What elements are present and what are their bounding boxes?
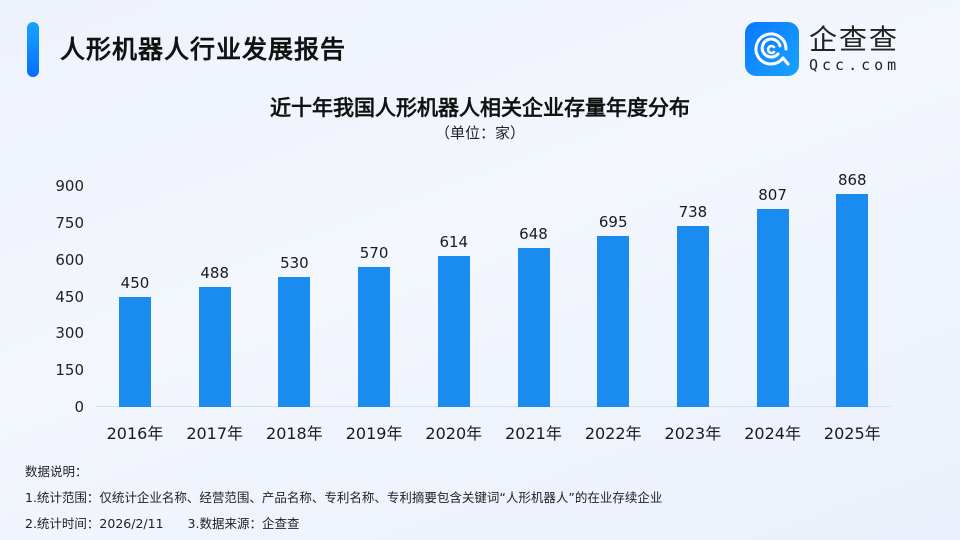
bar xyxy=(278,276,311,407)
y-axis-tick: 600 xyxy=(55,250,84,269)
x-axis-tick: 2025年 xyxy=(823,424,881,443)
data-notes: 数据说明： 1.统计范围：仅统计企业名称、经营范围、产品名称、专利名称、专利摘要… xyxy=(25,459,662,537)
x-axis-tick: 2018年 xyxy=(266,424,323,443)
notes-heading: 数据说明： xyxy=(25,464,88,479)
bar xyxy=(597,236,630,407)
x-axis-tick: 2021年 xyxy=(505,424,562,443)
x-axis-tick: 2022年 xyxy=(584,424,642,443)
bar xyxy=(676,225,709,407)
logo-name-en: Qcc.com xyxy=(809,56,901,74)
bar xyxy=(358,267,391,407)
bar xyxy=(119,296,151,407)
bar-value-label: 488 xyxy=(200,264,229,283)
bar-value-label: 570 xyxy=(359,244,389,263)
title-accent-bar xyxy=(27,22,39,77)
y-axis-tick: 750 xyxy=(55,213,84,232)
chart-title: 近十年我国人形机器人相关企业存量年度分布 xyxy=(270,96,690,120)
bar-value-label: 868 xyxy=(837,170,867,189)
x-axis-tick: 2020年 xyxy=(425,424,483,443)
bar-value-label: 738 xyxy=(678,202,708,221)
x-axis-tick: 2016年 xyxy=(106,424,164,443)
bar-value-label: 450 xyxy=(120,273,150,292)
x-axis-tick: 2024年 xyxy=(744,424,801,443)
y-axis-tick: 150 xyxy=(55,361,84,380)
y-axis-tick: 300 xyxy=(55,324,84,343)
bar-value-label: 530 xyxy=(280,253,309,272)
notes-item-time: 2.统计时间：2026/2/11 xyxy=(25,516,164,531)
chart-subtitle: （单位：家） xyxy=(434,124,525,142)
bar-value-label: 807 xyxy=(758,185,787,204)
bar xyxy=(198,287,231,407)
y-axis-tick: 0 xyxy=(74,398,84,416)
bar-value-label: 614 xyxy=(439,233,469,252)
logo-name-cn: 企查查 xyxy=(809,23,900,56)
qcc-logo-icon xyxy=(745,22,799,76)
qcc-logo: 企查查 Qcc.com xyxy=(745,22,900,76)
bar-value-label: 648 xyxy=(519,224,548,243)
bar xyxy=(756,208,789,407)
x-axis-tick: 2017年 xyxy=(186,424,244,443)
x-axis-tick: 2023年 xyxy=(664,424,722,443)
notes-item-scope: 1.统计范围：仅统计企业名称、经营范围、产品名称、专利名称、专利摘要包含关键词“… xyxy=(25,490,663,505)
y-axis-tick: 450 xyxy=(55,287,84,306)
bar-value-label: 695 xyxy=(598,213,628,232)
x-axis-line xyxy=(96,406,891,407)
bar xyxy=(517,247,550,407)
bar xyxy=(836,193,869,407)
x-axis-tick: 2019年 xyxy=(345,424,403,443)
bar xyxy=(437,256,470,407)
y-axis-tick: 900 xyxy=(55,177,84,195)
notes-items-time-source: 2.统计时间：2026/2/11 3.数据来源：企查查 xyxy=(25,511,662,537)
report-title: 人形机器人行业发展报告 xyxy=(60,35,347,64)
notes-item-source: 3.数据来源：企查查 xyxy=(187,516,300,531)
